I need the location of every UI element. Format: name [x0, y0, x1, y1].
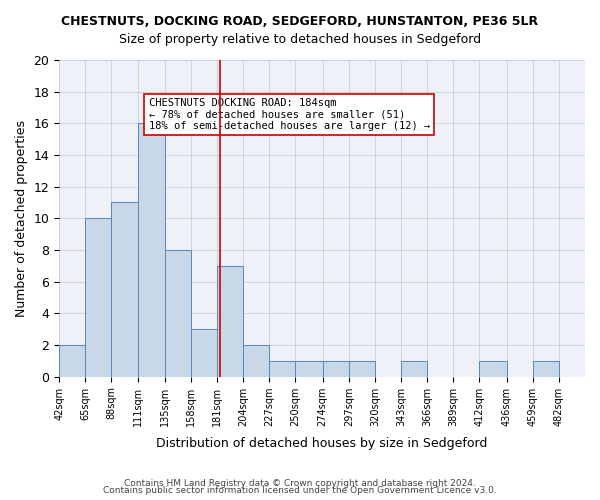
Bar — [85, 218, 112, 376]
Bar — [243, 345, 269, 376]
Bar — [295, 361, 323, 376]
Bar — [269, 361, 295, 376]
Bar — [191, 329, 217, 376]
Bar — [401, 361, 427, 376]
Text: Contains HM Land Registry data © Crown copyright and database right 2024.: Contains HM Land Registry data © Crown c… — [124, 478, 476, 488]
Bar — [112, 202, 137, 376]
Y-axis label: Number of detached properties: Number of detached properties — [15, 120, 28, 317]
Text: Size of property relative to detached houses in Sedgeford: Size of property relative to detached ho… — [119, 32, 481, 46]
Bar — [137, 124, 165, 376]
Bar — [349, 361, 375, 376]
Text: Contains public sector information licensed under the Open Government Licence v3: Contains public sector information licen… — [103, 486, 497, 495]
Bar — [479, 361, 506, 376]
Bar — [533, 361, 559, 376]
Bar — [165, 250, 191, 376]
Bar — [217, 266, 243, 376]
Bar — [323, 361, 349, 376]
Text: CHESTNUTS, DOCKING ROAD, SEDGEFORD, HUNSTANTON, PE36 5LR: CHESTNUTS, DOCKING ROAD, SEDGEFORD, HUNS… — [61, 15, 539, 28]
Bar — [59, 345, 85, 376]
Text: CHESTNUTS DOCKING ROAD: 184sqm
← 78% of detached houses are smaller (51)
18% of : CHESTNUTS DOCKING ROAD: 184sqm ← 78% of … — [149, 98, 430, 131]
X-axis label: Distribution of detached houses by size in Sedgeford: Distribution of detached houses by size … — [157, 437, 488, 450]
